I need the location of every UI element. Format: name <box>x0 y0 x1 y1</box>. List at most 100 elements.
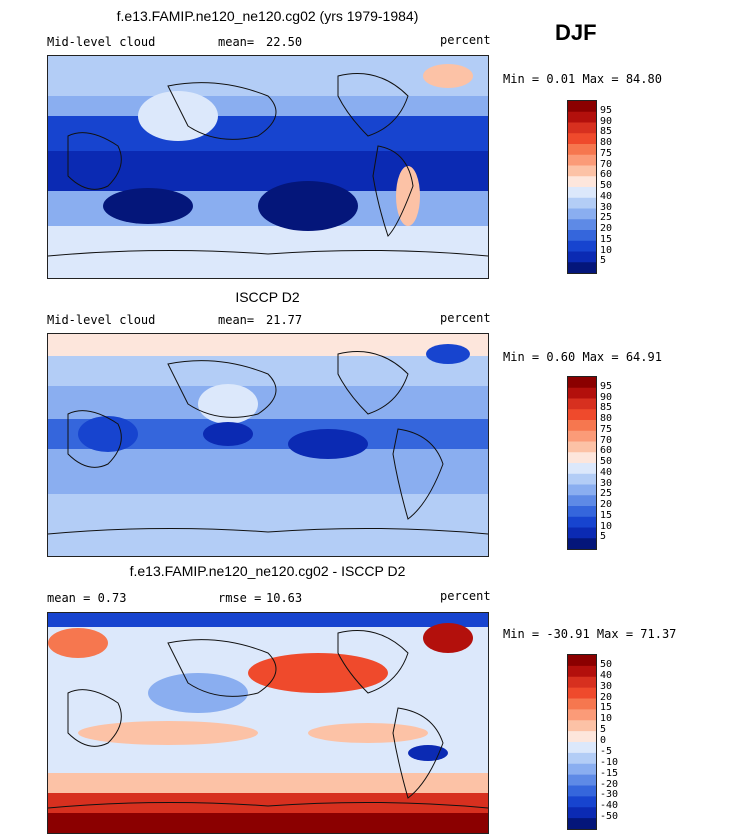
colorbar-tick-label: -20 <box>600 778 619 790</box>
colorbar-tick-label: 85 <box>600 126 613 138</box>
panel2-colorbar <box>567 376 597 550</box>
colorbar-tick-label: -15 <box>600 767 619 779</box>
colorbar-tick-label: -40 <box>600 800 619 812</box>
panel3-colorbar-svg <box>568 655 596 829</box>
colorbar-segment <box>568 720 596 732</box>
colorbar-tick-label: 15 <box>600 233 613 245</box>
colorbar-segment <box>568 398 596 410</box>
colorbar-segment <box>568 484 596 496</box>
colorbar-segment <box>568 208 596 220</box>
panel2-units: percent <box>440 311 491 325</box>
colorbar-tick-label: 50 <box>600 658 613 670</box>
colorbar-segment <box>568 430 596 442</box>
colorbar-tick-label: 0 <box>600 735 607 746</box>
season-label: DJF <box>555 20 597 45</box>
colorbar-segment <box>568 698 596 710</box>
colorbar-segment <box>568 133 596 145</box>
colorbar-segment <box>568 463 596 475</box>
colorbar-segment <box>568 752 596 765</box>
colorbar-tick-label: 5 <box>600 531 607 543</box>
panel1-mean-value: 22.50 <box>266 35 303 49</box>
colorbar-segment <box>568 165 596 177</box>
panel1-map-svg <box>48 56 488 278</box>
colorbar-segment <box>568 219 596 231</box>
colorbar-segment <box>568 709 596 721</box>
colorbar-segment <box>568 377 596 389</box>
colorbar-tick-label: 50 <box>600 456 613 467</box>
colorbar-tick-label: 20 <box>600 499 613 510</box>
colorbar-segment <box>568 676 596 689</box>
colorbar-segment <box>568 538 596 549</box>
colorbar-segment <box>568 240 596 252</box>
colorbar-tick-label: 40 <box>600 466 613 478</box>
panel2-field-label: Mid-level cloud <box>47 313 156 327</box>
colorbar-segment <box>568 516 596 528</box>
colorbar-tick-label: 75 <box>600 423 613 435</box>
colorbar-tick-label: 80 <box>600 413 613 424</box>
colorbar-tick-label: 30 <box>600 477 613 489</box>
panel1-colorbar <box>567 100 597 274</box>
colorbar-segment <box>568 473 596 485</box>
panel1-units: percent <box>440 33 491 47</box>
colorbar-tick-label: -50 <box>600 811 619 823</box>
colorbar-tick-label: 15 <box>600 702 613 714</box>
colorbar-tick-label: 95 <box>600 380 613 392</box>
colorbar-tick-label: 70 <box>600 434 613 446</box>
colorbar-segment <box>568 197 596 209</box>
colorbar-segment <box>568 731 596 743</box>
colorbar-tick-label: -5 <box>600 745 613 757</box>
panel1-minmax: Min = 0.01 Max = 84.80 <box>503 72 662 86</box>
panel2-map <box>47 333 489 557</box>
panel1-mean-label: mean= <box>218 35 255 49</box>
colorbar-tick-label: 30 <box>600 201 613 213</box>
colorbar-segment <box>568 506 596 518</box>
panel2-map-svg <box>48 334 488 556</box>
colorbar-segment <box>568 807 596 819</box>
panel1-colorbar-svg <box>568 101 596 273</box>
colorbar-segment <box>568 187 596 199</box>
colorbar-tick-label: -10 <box>600 756 619 768</box>
colorbar-tick-label: 50 <box>600 180 613 191</box>
colorbar-tick-label: 40 <box>600 669 613 681</box>
colorbar-segment <box>568 420 596 432</box>
colorbar-tick-label: 40 <box>600 190 613 202</box>
colorbar-segment <box>568 785 596 797</box>
colorbar-tick-label: -30 <box>600 789 619 801</box>
colorbar-segment <box>568 154 596 166</box>
panel3-units: percent <box>440 589 491 603</box>
colorbar-tick-label: 10 <box>600 713 613 725</box>
colorbar-segment <box>568 796 596 808</box>
colorbar-segment <box>568 655 596 667</box>
panel2-colorbar-svg <box>568 377 596 549</box>
colorbar-segment <box>568 495 596 507</box>
colorbar-tick-label: 30 <box>600 680 613 692</box>
colorbar-segment <box>568 763 596 776</box>
colorbar-segment <box>568 687 596 700</box>
colorbar-tick-label: 5 <box>600 255 607 267</box>
colorbar-segment <box>568 818 596 829</box>
colorbar-segment <box>568 176 596 188</box>
colorbar-segment <box>568 452 596 464</box>
colorbar-tick-label: 75 <box>600 147 613 159</box>
colorbar-segment <box>568 409 596 421</box>
colorbar-tick-label: 15 <box>600 509 613 521</box>
colorbar-segment <box>568 527 596 539</box>
colorbar-tick-label: 60 <box>600 169 613 181</box>
panel3-mean-label: mean = 0.73 <box>47 591 127 605</box>
colorbar-segment <box>568 441 596 453</box>
colorbar-tick-label: 5 <box>600 724 607 736</box>
panel3-rmse-label: rmse = <box>218 591 262 605</box>
colorbar-tick-label: 90 <box>600 115 613 127</box>
panel3-minmax: Min = -30.91 Max = 71.37 <box>503 627 677 641</box>
panel2-mean-value: 21.77 <box>266 313 303 327</box>
colorbar-segment <box>568 742 596 754</box>
panel3-colorbar <box>567 654 597 830</box>
colorbar-tick-label: 90 <box>600 391 613 403</box>
colorbar-segment <box>568 262 596 273</box>
colorbar-tick-label: 25 <box>600 488 613 500</box>
panel1-field-label: Mid-level cloud <box>47 35 156 49</box>
colorbar-tick-label: 25 <box>600 212 613 224</box>
colorbar-segment <box>568 111 596 123</box>
colorbar-tick-label: 85 <box>600 402 613 414</box>
colorbar-segment <box>568 144 596 156</box>
